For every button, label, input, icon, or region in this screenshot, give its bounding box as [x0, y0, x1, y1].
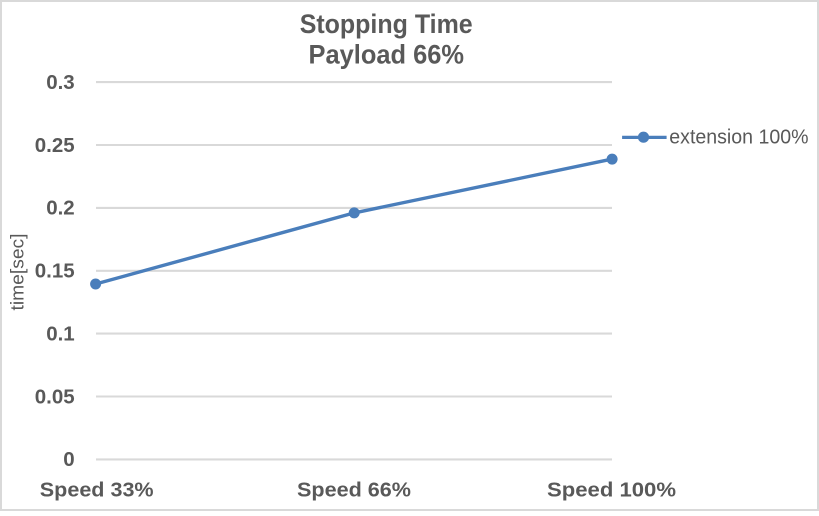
svg-text:0.25: 0.25: [35, 134, 75, 157]
svg-text:Stopping Time: Stopping Time: [300, 9, 473, 39]
svg-text:0.1: 0.1: [46, 322, 75, 345]
svg-text:Speed 66%: Speed 66%: [297, 478, 411, 501]
svg-text:Speed 33%: Speed 33%: [40, 478, 154, 501]
svg-text:0: 0: [63, 448, 74, 471]
svg-text:0.15: 0.15: [35, 260, 75, 283]
svg-text:Speed 100%: Speed 100%: [547, 478, 676, 501]
svg-text:time[sec]: time[sec]: [7, 234, 28, 311]
svg-text:extension 100%: extension 100%: [669, 125, 808, 148]
svg-text:0.3: 0.3: [46, 71, 75, 94]
svg-text:Payload 66%: Payload 66%: [309, 39, 465, 69]
svg-text:0.05: 0.05: [35, 385, 75, 408]
svg-text:0.2: 0.2: [46, 197, 75, 220]
